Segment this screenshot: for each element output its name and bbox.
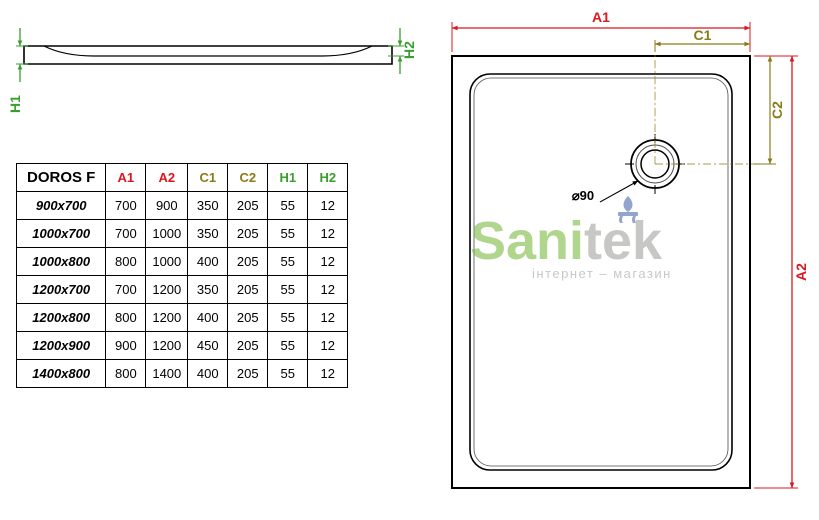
value-cell: 350 [188,276,228,304]
col-header: C2 [228,164,268,192]
size-cell: 1200x800 [17,304,106,332]
value-cell: 1200 [146,332,188,360]
value-cell: 12 [308,276,348,304]
svg-text:C1: C1 [694,27,712,43]
col-header: A2 [146,164,188,192]
size-cell: 1000x800 [17,248,106,276]
dimensions-table: DOROS FA1A2C1C2H1H2900x70070090035020555… [16,163,348,388]
value-cell: 450 [188,332,228,360]
value-cell: 55 [268,332,308,360]
value-cell: 12 [308,332,348,360]
col-header: H1 [268,164,308,192]
value-cell: 205 [228,360,268,388]
value-cell: 400 [188,248,228,276]
table-row: 900x7007009003502055512 [17,192,348,220]
svg-text:A2: A2 [793,263,809,281]
value-cell: 205 [228,192,268,220]
table-row: 1400x80080014004002055512 [17,360,348,388]
value-cell: 800 [106,248,146,276]
value-cell: 700 [106,276,146,304]
value-cell: 1000 [146,248,188,276]
svg-text:H1: H1 [7,95,23,113]
value-cell: 205 [228,304,268,332]
value-cell: 205 [228,248,268,276]
table-row: 1000x70070010003502055512 [17,220,348,248]
value-cell: 55 [268,192,308,220]
value-cell: 12 [308,360,348,388]
col-header: C1 [188,164,228,192]
value-cell: 12 [308,192,348,220]
value-cell: 55 [268,304,308,332]
value-cell: 1200 [146,276,188,304]
value-cell: 350 [188,220,228,248]
svg-text:C2: C2 [769,101,785,119]
value-cell: 800 [106,304,146,332]
value-cell: 12 [308,248,348,276]
table-row: 1200x80080012004002055512 [17,304,348,332]
value-cell: 800 [106,360,146,388]
table-row: 1200x90090012004502055512 [17,332,348,360]
table-title: DOROS F [17,164,106,192]
value-cell: 205 [228,276,268,304]
svg-text:H2: H2 [401,41,417,59]
value-cell: 900 [146,192,188,220]
svg-text:A1: A1 [592,9,610,25]
value-cell: 55 [268,360,308,388]
col-header: H2 [308,164,348,192]
size-cell: 1200x900 [17,332,106,360]
value-cell: 900 [106,332,146,360]
value-cell: 55 [268,220,308,248]
value-cell: 400 [188,304,228,332]
value-cell: 700 [106,220,146,248]
value-cell: 205 [228,332,268,360]
size-cell: 900x700 [17,192,106,220]
svg-text:⌀90: ⌀90 [572,188,594,203]
value-cell: 12 [308,304,348,332]
size-cell: 1200x700 [17,276,106,304]
size-cell: 1400x800 [17,360,106,388]
value-cell: 700 [106,192,146,220]
table-row: 1000x80080010004002055512 [17,248,348,276]
col-header: A1 [106,164,146,192]
value-cell: 205 [228,220,268,248]
table-row: 1200x70070012003502055512 [17,276,348,304]
value-cell: 55 [268,276,308,304]
value-cell: 1400 [146,360,188,388]
value-cell: 12 [308,220,348,248]
value-cell: 1200 [146,304,188,332]
size-cell: 1000x700 [17,220,106,248]
value-cell: 350 [188,192,228,220]
value-cell: 55 [268,248,308,276]
value-cell: 1000 [146,220,188,248]
value-cell: 400 [188,360,228,388]
